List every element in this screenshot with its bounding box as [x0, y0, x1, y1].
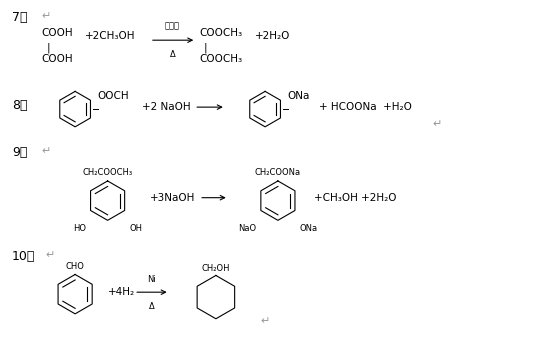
Text: +4H₂: +4H₂: [108, 287, 135, 297]
Text: Ni: Ni: [147, 275, 156, 284]
Text: 浓硫酸: 浓硫酸: [165, 21, 180, 30]
Text: Δ: Δ: [149, 302, 155, 311]
Text: ↵: ↵: [42, 147, 51, 157]
Text: |: |: [47, 42, 50, 53]
Text: 7、: 7、: [12, 11, 28, 23]
Text: CHO: CHO: [66, 262, 84, 271]
Text: CH₂COONa: CH₂COONa: [255, 168, 301, 177]
Text: |: |: [204, 42, 208, 53]
Text: ONa: ONa: [288, 91, 310, 101]
Text: OOCH: OOCH: [98, 91, 129, 101]
Text: Δ: Δ: [170, 50, 176, 59]
Text: +CH₃OH +2H₂O: +CH₃OH +2H₂O: [314, 193, 397, 203]
Text: ↵: ↵: [432, 119, 442, 129]
Text: COOCH₃: COOCH₃: [199, 54, 242, 64]
Text: +2 NaOH: +2 NaOH: [142, 102, 191, 112]
Text: 9、: 9、: [12, 147, 28, 159]
Text: +2CH₃OH: +2CH₃OH: [85, 31, 135, 41]
Text: ONa: ONa: [300, 224, 318, 233]
Text: COOCH₃: COOCH₃: [199, 28, 242, 38]
Text: HO: HO: [73, 224, 86, 233]
Text: CH₂OH: CH₂OH: [202, 265, 230, 273]
Text: 8、: 8、: [12, 99, 28, 112]
Text: +2H₂O: +2H₂O: [255, 31, 290, 41]
Text: ↵: ↵: [260, 316, 270, 326]
Text: NaO: NaO: [238, 224, 256, 233]
Text: ↵: ↵: [42, 11, 51, 21]
Text: ↵: ↵: [46, 250, 55, 260]
Text: + HCOONa  +H₂O: + HCOONa +H₂O: [319, 102, 412, 112]
Text: +3NaOH: +3NaOH: [150, 193, 195, 203]
Text: COOH: COOH: [42, 28, 73, 38]
Text: 10、: 10、: [12, 250, 35, 263]
Text: CH₂COOCH₃: CH₂COOCH₃: [83, 168, 133, 177]
Text: COOH: COOH: [42, 54, 73, 64]
Text: OH: OH: [129, 224, 143, 233]
